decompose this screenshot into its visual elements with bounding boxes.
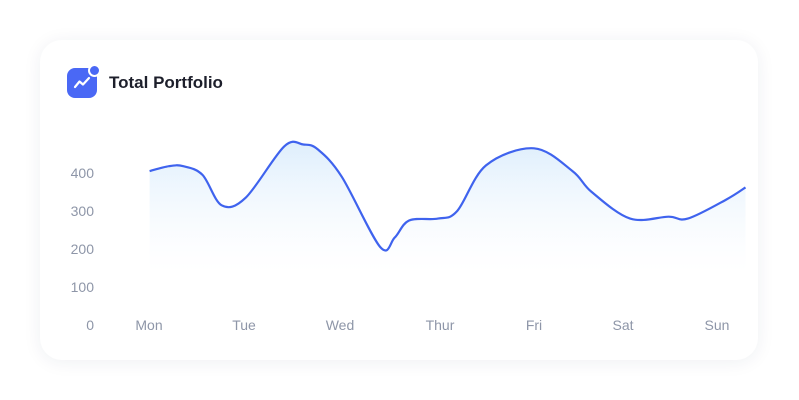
x-tick-label: Tue (232, 317, 256, 333)
notification-dot (88, 64, 101, 77)
x-tick-label: Mon (135, 317, 162, 333)
x-tick-label: Thur (426, 317, 455, 333)
y-tick-label: 0 (86, 317, 94, 333)
x-tick-label: Sun (705, 317, 730, 333)
series-area (149, 141, 746, 273)
card-header: Total Portfolio (67, 64, 223, 98)
series-line (149, 140, 747, 252)
y-tick-label: 300 (71, 203, 95, 219)
x-tick-label: Fri (526, 317, 542, 333)
y-tick-label: 200 (71, 241, 95, 257)
y-tick-label: 100 (71, 279, 95, 295)
y-tick-label: 400 (71, 165, 95, 181)
x-tick-label: Sat (612, 317, 633, 333)
x-tick-label: Wed (326, 317, 355, 333)
trending-up-icon (67, 64, 101, 98)
card-title: Total Portfolio (109, 73, 223, 92)
